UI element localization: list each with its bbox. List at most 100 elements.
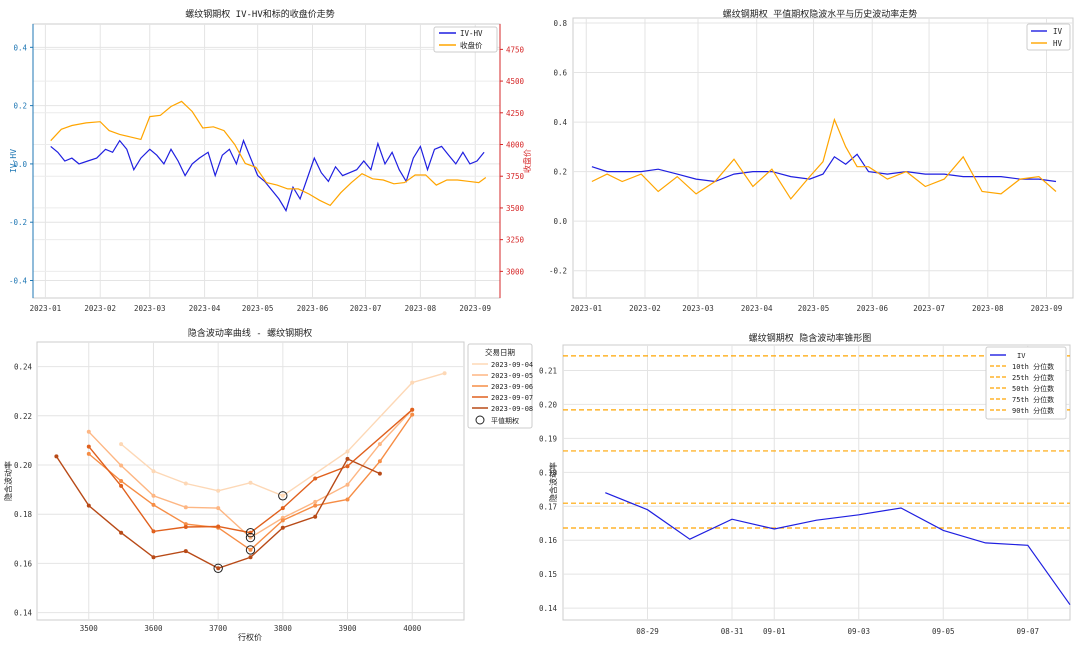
percentile-lines — [563, 355, 1070, 529]
legend-label-p25: 25th 分位数 — [1012, 373, 1054, 382]
chart-title: 螺纹钢期权 IV-HV和标的收盘价走势 — [185, 8, 335, 20]
x-tick-label: 2023-01 — [570, 304, 602, 313]
close-price-line — [50, 100, 487, 207]
smile-point — [313, 476, 318, 481]
legend-label-09-05: 2023-09-05 — [491, 372, 533, 380]
x-ticks: 08-29 08-31 09-01 09-03 09-05 09-07 — [636, 627, 1039, 636]
chart-title: 螺纹钢期权 平值期权隐波水平与历史波动率走势 — [723, 8, 917, 20]
y-tick-label: -0.2 — [9, 218, 27, 227]
x-tick-label: 3900 — [339, 624, 358, 633]
smile-point — [54, 454, 59, 459]
legend-label-09-07: 2023-09-07 — [491, 394, 533, 402]
x-ticks: 2023-01 2023-02 2023-03 2023-04 2023-05 2023-… — [30, 304, 491, 313]
atm-marker — [213, 563, 223, 573]
series — [50, 100, 487, 213]
x-ticks: 2023-01 2023-02 2023-03 2023-04 2023-05 2023-… — [570, 304, 1062, 313]
legend-label-09-06: 2023-09-06 — [491, 383, 533, 391]
y-axis-label: 隐含波动率 — [3, 461, 13, 501]
x-tick-label: 2023-09 — [1031, 304, 1063, 313]
x-tick-label: 09-05 — [932, 627, 955, 636]
y-tick-label: 0.8 — [553, 19, 567, 28]
x-tick-label: 09-07 — [1016, 627, 1039, 636]
x-tick-label: 2023-01 — [30, 304, 62, 313]
y2-tick-label: 4750 — [506, 45, 525, 54]
x-tick-label: 2023-05 — [242, 304, 274, 313]
smile-point — [183, 522, 188, 527]
y-tick-label: 0.14 — [539, 604, 558, 613]
y-tick-label: 0.15 — [539, 570, 557, 579]
atm-marker — [245, 528, 256, 538]
y-tick-label: 0.22 — [14, 412, 32, 421]
smile-point — [86, 503, 91, 508]
x-tick-label: 2023-02 — [84, 304, 116, 313]
x-tick-label: 2023-08 — [405, 304, 437, 313]
legend-label-hv: HV — [1053, 39, 1063, 48]
iv-hv-line — [50, 138, 485, 213]
series — [605, 492, 1071, 606]
y-tick-label: 0.24 — [14, 363, 33, 372]
legend-label-09-04: 2023-09-04 — [491, 361, 533, 369]
x-tick-label: 09-01 — [763, 627, 786, 636]
x-tick-label: 2023-07 — [350, 304, 382, 313]
y-tick-label: 0.20 — [14, 461, 33, 470]
y2-tick-label: 4250 — [506, 109, 525, 118]
smile-point — [280, 493, 285, 498]
smile-point — [119, 483, 124, 488]
smile-point — [280, 506, 285, 511]
y-tick-label: 0.0 — [553, 217, 567, 226]
smile-point — [377, 471, 382, 476]
plot-frame — [572, 17, 1074, 299]
legend-label-atm: 平值期权 — [491, 416, 519, 425]
smile-point — [119, 442, 124, 447]
smile-point — [248, 547, 253, 552]
plot-frame — [562, 344, 1071, 621]
y-tick-label: 0.18 — [539, 468, 558, 477]
smile-point — [410, 407, 415, 412]
smile-point — [86, 429, 91, 434]
x-tick-label: 08-31 — [721, 627, 744, 636]
y2-tick-label: 3500 — [506, 204, 525, 213]
smile-point — [86, 451, 91, 456]
smile-point — [119, 479, 124, 483]
x-ticks: 3500 3600 3700 3800 3900 4000 — [80, 624, 422, 633]
y2-tick-label: 4500 — [506, 77, 525, 86]
y-tick-label: 0.17 — [539, 502, 557, 511]
atm-iv-vs-hv-chart: 螺纹钢期权 平值期权隐波水平与历史波动率走势 2023-01 2023-02 202… — [549, 8, 1074, 313]
y-ticks: -0.4 -0.2 0.0 0.2 0.4 — [9, 43, 33, 286]
x-tick-label: 3600 — [144, 624, 163, 633]
legend-swatch-atm — [475, 415, 485, 425]
smile-point — [345, 449, 350, 454]
legend-label-09-08: 2023-09-08 — [491, 405, 533, 413]
smile-point — [377, 459, 382, 464]
smile-point — [151, 529, 156, 534]
legend: IV HV — [1026, 23, 1071, 51]
x-tick-label: 2023-07 — [913, 304, 945, 313]
legend: 交易日期 2023-09-04 2023-09-05 2023-09-06 20… — [467, 343, 533, 429]
smile-point — [248, 555, 253, 560]
x-tick-label: 3800 — [274, 624, 293, 633]
smile-point — [313, 499, 318, 504]
atm-marker — [245, 545, 256, 555]
y-tick-label: 0.2 — [13, 102, 27, 111]
smile-point — [216, 524, 221, 529]
x-tick-label: 2023-08 — [972, 304, 1004, 313]
legend-label-p90: 90th 分位数 — [1012, 406, 1054, 415]
series — [591, 117, 1057, 200]
smile-point — [151, 502, 156, 507]
x-tick-label: 2023-03 — [134, 304, 166, 313]
y-tick-label: -0.2 — [549, 267, 567, 276]
x-tick-label: 2023-04 — [189, 304, 221, 313]
grid — [33, 24, 500, 298]
y-tick-label: 0.18 — [14, 510, 33, 519]
atm-marker — [278, 491, 288, 501]
smile-point — [119, 530, 124, 535]
smile-point — [183, 481, 188, 486]
legend-box — [985, 346, 1067, 420]
x-tick-label: 2023-09 — [459, 304, 491, 313]
smile-point — [183, 505, 188, 510]
x-tick-label: 2023-06 — [297, 304, 329, 313]
smile-point — [313, 514, 318, 519]
y-tick-label: 0.0 — [13, 160, 27, 169]
legend-label-p50: 50th 分位数 — [1012, 384, 1054, 393]
iv-smile-chart: 隐含波动率曲线 - 螺纹钢期权 3500 3600 3700 3800 3900 4000… — [3, 327, 533, 642]
